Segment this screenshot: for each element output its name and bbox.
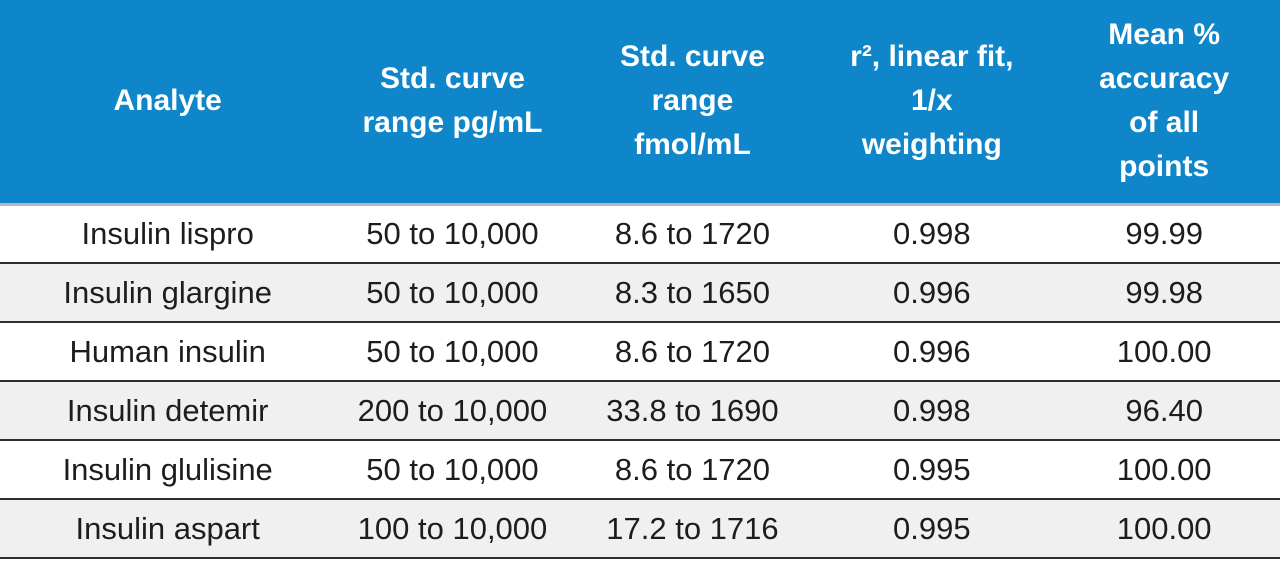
range-pg-ml: 200 to 10,000 — [357, 392, 548, 428]
mean-accuracy-value: 99.99 — [1125, 215, 1203, 251]
column-header-std-curve-fmol-ml: Std. curve range fmol/mL — [569, 0, 816, 206]
insulin-standard-curve-table: Analyte Std. curve range pg/mL Std. curv… — [0, 0, 1280, 558]
range-fmol-ml: 8.3 to 1650 — [614, 274, 771, 310]
r-squared-value: 0.998 — [893, 215, 971, 251]
range-pg-ml: 50 to 10,000 — [366, 215, 539, 251]
column-header-std-curve-pg-ml: Std. curve range pg/mL — [335, 0, 570, 206]
r-squared-value: 0.998 — [893, 392, 971, 428]
analyte-name: Insulin detemir — [66, 392, 269, 428]
analyte-name: Insulin lispro — [81, 215, 254, 251]
r-squared-value: 0.995 — [893, 451, 971, 487]
column-header-r-squared: r², linear fit, 1/x weighting — [815, 0, 1049, 206]
analyte-name: Insulin aspart — [75, 510, 260, 546]
analyte-name: Insulin glargine — [63, 274, 272, 310]
analyte-name: Insulin glulisine — [62, 451, 273, 487]
column-header-analyte: Analyte — [0, 0, 336, 206]
table-body: Insulin lispro 50 to 10,000 8.6 to 1720 … — [0, 204, 1280, 558]
table-row: Insulin glulisine 50 to 10,000 8.6 to 17… — [0, 440, 1280, 499]
mean-accuracy-value: 99.98 — [1125, 274, 1203, 310]
table-row: Insulin aspart 100 to 10,000 17.2 to 171… — [0, 499, 1280, 558]
header-row: Analyte Std. curve range pg/mL Std. curv… — [0, 0, 1280, 206]
range-pg-ml: 50 to 10,000 — [366, 451, 539, 487]
analyte-name: Human insulin — [69, 333, 266, 369]
table-row: Insulin lispro 50 to 10,000 8.6 to 1720 … — [0, 204, 1280, 263]
mean-accuracy-value: 100.00 — [1116, 333, 1212, 369]
table-header: Analyte Std. curve range pg/mL Std. curv… — [0, 0, 1280, 206]
mean-accuracy-value: 100.00 — [1116, 451, 1212, 487]
mean-accuracy-value: 100.00 — [1116, 510, 1212, 546]
table-row: Insulin detemir 200 to 10,000 33.8 to 16… — [0, 381, 1280, 440]
range-pg-ml: 100 to 10,000 — [357, 510, 548, 546]
range-fmol-ml: 33.8 to 1690 — [606, 392, 779, 428]
mean-accuracy-value: 96.40 — [1125, 392, 1203, 428]
range-fmol-ml: 17.2 to 1716 — [606, 510, 779, 546]
table-row: Insulin glargine 50 to 10,000 8.3 to 165… — [0, 263, 1280, 322]
column-header-mean-accuracy: Mean % accuracy of all points — [1048, 0, 1280, 206]
range-pg-ml: 50 to 10,000 — [366, 274, 539, 310]
range-fmol-ml: 8.6 to 1720 — [614, 333, 771, 369]
range-fmol-ml: 8.6 to 1720 — [614, 215, 771, 251]
r-squared-value: 0.996 — [893, 274, 971, 310]
r-squared-value: 0.995 — [893, 510, 971, 546]
table-row: Human insulin 50 to 10,000 8.6 to 1720 0… — [0, 322, 1280, 381]
range-pg-ml: 50 to 10,000 — [366, 333, 539, 369]
r-squared-value: 0.996 — [893, 333, 971, 369]
range-fmol-ml: 8.6 to 1720 — [614, 451, 771, 487]
